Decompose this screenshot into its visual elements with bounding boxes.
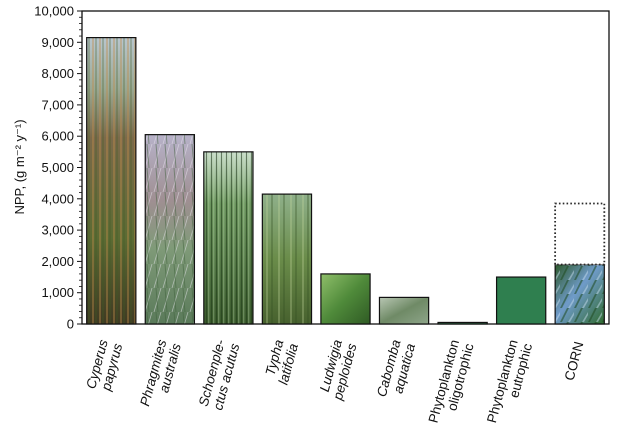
y-tick-label: 4,000 xyxy=(41,191,74,206)
category-label: Cyperuspapyrus xyxy=(83,338,125,395)
category-label: Ludwigiapeploides xyxy=(315,338,359,403)
category-label: CORN xyxy=(562,340,587,382)
corn-bar-potential-extension xyxy=(554,202,606,266)
y-tick-label: 0 xyxy=(67,317,74,332)
y-tick-label: 9,000 xyxy=(41,35,74,50)
y-tick-label: 3,000 xyxy=(41,223,74,238)
corn-bar xyxy=(554,263,605,325)
bars xyxy=(86,37,606,325)
category-label: Phragmitesaustralis xyxy=(137,338,184,412)
y-tick-label: 2,000 xyxy=(41,254,74,269)
y-tick-label: 1,000 xyxy=(41,285,74,300)
y-axis-label: NPP, (g m⁻² y⁻¹) xyxy=(12,119,27,214)
phytoplankton-eutrophic-bar xyxy=(495,276,547,325)
cabomba-aquatica-bar xyxy=(378,296,430,325)
phytoplankton-oligotrophic-bar xyxy=(437,321,488,325)
y-tick-label: 10,000 xyxy=(34,4,74,19)
category-label: Typhalatifolia xyxy=(261,338,301,387)
ludwigia-peploides-bar xyxy=(320,273,371,325)
category-label: Cabombaaquatica xyxy=(374,338,418,403)
y-tick-label: 5,000 xyxy=(41,160,74,175)
cyperus-papyrus-bar xyxy=(86,37,137,325)
category-labels: Cyperuspapyrus Phragmitesaustralis Schoenp… xyxy=(83,338,587,429)
y-tick-label: 7,000 xyxy=(41,97,74,112)
y-axis-ticks: 0 1,000 2,000 3,000 4,000 5,000 6,000 7,000 8,00… xyxy=(34,4,82,332)
y-tick-label: 8,000 xyxy=(41,66,74,81)
y-tick-label: 6,000 xyxy=(41,129,74,144)
typha-latifolia-bar xyxy=(261,193,313,325)
category-label: Phytoplanktonoligotrophic xyxy=(425,338,476,429)
category-label: Phytoplanktoneutrophic xyxy=(484,338,535,429)
phragmites-australis-bar xyxy=(144,134,196,325)
schoenoplectus-acutus-bar xyxy=(203,151,254,325)
category-label: Schoenple-ctus acutus xyxy=(196,338,243,412)
